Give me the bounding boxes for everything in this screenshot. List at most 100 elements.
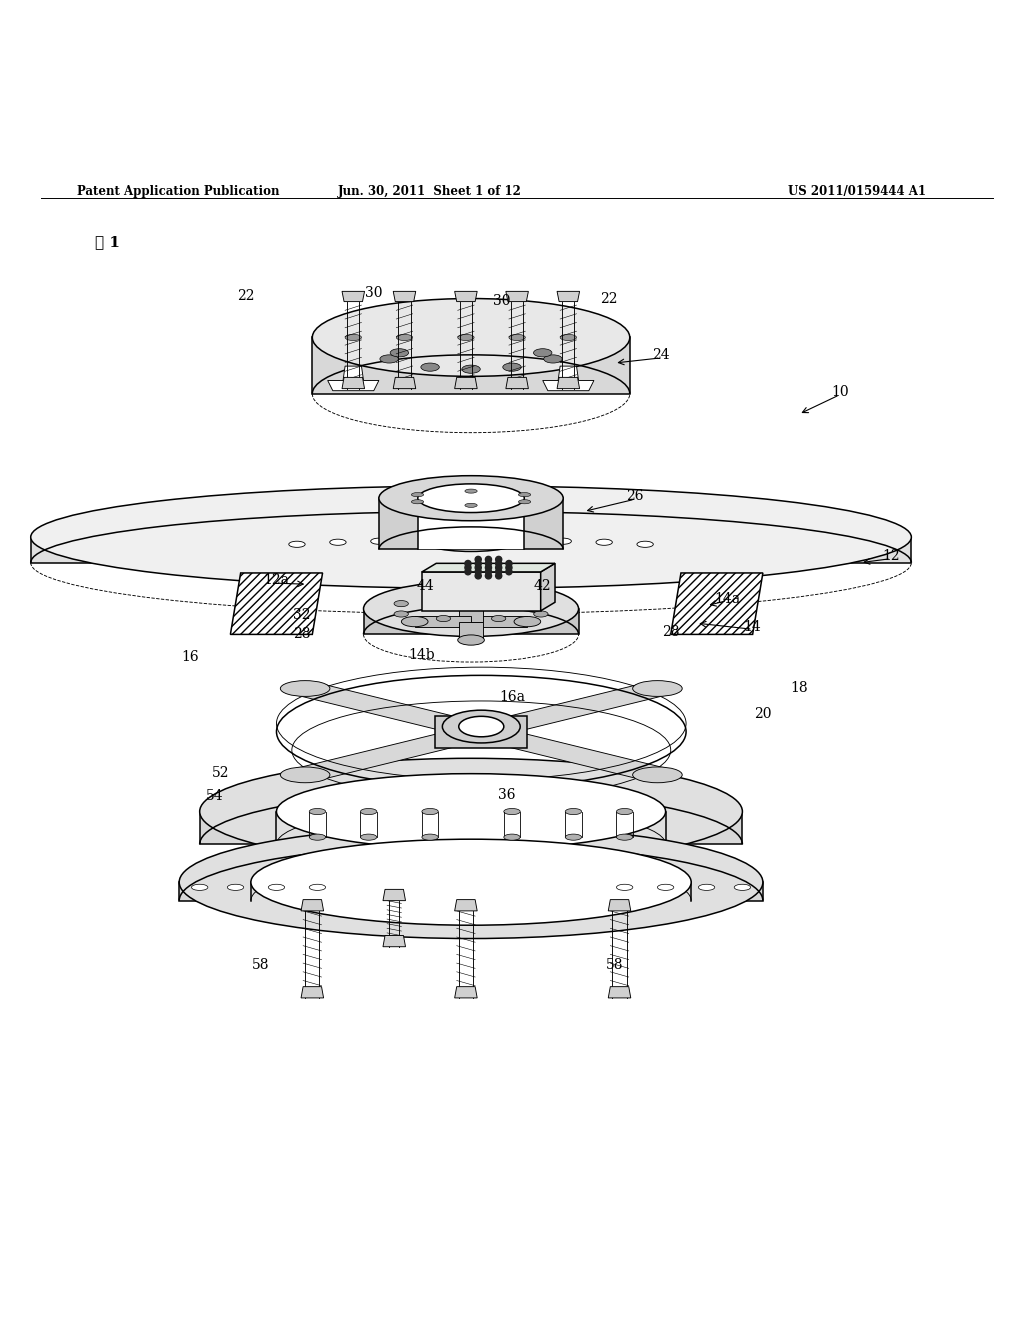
Ellipse shape <box>360 834 377 841</box>
Text: 26: 26 <box>626 490 644 503</box>
Ellipse shape <box>465 488 477 494</box>
Ellipse shape <box>364 581 579 636</box>
Text: 32: 32 <box>293 609 311 622</box>
Ellipse shape <box>633 681 682 697</box>
Ellipse shape <box>509 334 525 341</box>
Circle shape <box>475 569 481 574</box>
Circle shape <box>496 573 502 579</box>
Circle shape <box>496 561 502 566</box>
Ellipse shape <box>379 475 563 520</box>
Ellipse shape <box>534 348 552 356</box>
Ellipse shape <box>179 826 763 939</box>
Ellipse shape <box>412 492 424 496</box>
Ellipse shape <box>380 355 398 363</box>
Text: Jun. 30, 2011  Sheet 1 of 12: Jun. 30, 2011 Sheet 1 of 12 <box>338 185 522 198</box>
Polygon shape <box>301 986 324 998</box>
Ellipse shape <box>657 884 674 891</box>
Circle shape <box>506 565 512 570</box>
Circle shape <box>485 561 492 566</box>
Ellipse shape <box>458 334 474 341</box>
Polygon shape <box>543 366 594 391</box>
Polygon shape <box>31 537 911 562</box>
Circle shape <box>496 556 502 562</box>
Ellipse shape <box>555 539 571 544</box>
Text: 44: 44 <box>416 579 434 593</box>
Ellipse shape <box>394 611 409 616</box>
Ellipse shape <box>309 834 326 841</box>
Ellipse shape <box>534 611 548 616</box>
Ellipse shape <box>281 681 330 697</box>
Polygon shape <box>301 900 324 911</box>
Polygon shape <box>200 812 742 845</box>
Circle shape <box>475 556 481 562</box>
Polygon shape <box>455 986 477 998</box>
Ellipse shape <box>396 334 413 341</box>
Polygon shape <box>251 882 691 900</box>
Ellipse shape <box>698 884 715 891</box>
Polygon shape <box>671 573 763 635</box>
Polygon shape <box>342 378 365 388</box>
Ellipse shape <box>276 774 666 850</box>
Circle shape <box>496 569 502 574</box>
Circle shape <box>496 565 502 570</box>
Polygon shape <box>557 378 580 388</box>
Ellipse shape <box>309 884 326 891</box>
Text: 14b: 14b <box>409 648 435 661</box>
Circle shape <box>475 573 481 579</box>
Polygon shape <box>292 726 495 780</box>
Ellipse shape <box>518 500 530 504</box>
Ellipse shape <box>503 363 521 371</box>
Text: 58: 58 <box>252 958 270 972</box>
Text: 14: 14 <box>743 620 762 634</box>
Polygon shape <box>179 882 763 900</box>
Ellipse shape <box>596 539 612 545</box>
Ellipse shape <box>330 539 346 545</box>
Ellipse shape <box>227 884 244 891</box>
Text: 54: 54 <box>206 789 224 803</box>
Ellipse shape <box>734 884 751 891</box>
Polygon shape <box>455 378 477 388</box>
Ellipse shape <box>544 355 562 363</box>
Polygon shape <box>415 616 471 627</box>
Ellipse shape <box>191 884 208 891</box>
Circle shape <box>485 565 492 570</box>
Ellipse shape <box>458 635 484 645</box>
Ellipse shape <box>281 767 330 783</box>
Ellipse shape <box>633 767 682 783</box>
Circle shape <box>485 573 492 579</box>
Text: 30: 30 <box>493 293 511 308</box>
Polygon shape <box>435 715 527 748</box>
Polygon shape <box>292 682 495 737</box>
Ellipse shape <box>200 758 742 865</box>
Ellipse shape <box>421 363 439 371</box>
Ellipse shape <box>371 539 387 544</box>
Ellipse shape <box>458 598 484 609</box>
Ellipse shape <box>418 484 524 512</box>
Ellipse shape <box>504 808 520 814</box>
Polygon shape <box>422 564 555 572</box>
Ellipse shape <box>436 615 451 622</box>
Polygon shape <box>468 726 671 780</box>
Text: 18: 18 <box>790 681 808 694</box>
Polygon shape <box>422 572 541 611</box>
Text: 52: 52 <box>211 766 229 780</box>
Ellipse shape <box>394 601 409 607</box>
Ellipse shape <box>422 834 438 841</box>
Text: 12a: 12a <box>263 573 290 587</box>
Polygon shape <box>364 609 579 635</box>
Ellipse shape <box>268 884 285 891</box>
Ellipse shape <box>415 523 527 552</box>
Polygon shape <box>608 900 631 911</box>
Circle shape <box>475 565 481 570</box>
Polygon shape <box>455 900 477 911</box>
Text: 36: 36 <box>498 788 516 803</box>
Text: 28: 28 <box>662 626 680 639</box>
Text: 22: 22 <box>237 289 255 304</box>
Ellipse shape <box>504 834 520 841</box>
Ellipse shape <box>390 348 409 356</box>
Ellipse shape <box>465 503 477 507</box>
Ellipse shape <box>616 808 633 814</box>
Ellipse shape <box>534 601 548 607</box>
Ellipse shape <box>518 492 530 496</box>
Polygon shape <box>393 378 416 388</box>
